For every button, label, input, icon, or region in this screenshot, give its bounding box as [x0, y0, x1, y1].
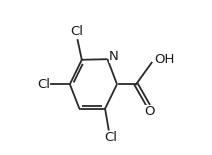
Text: N: N [109, 50, 118, 63]
Text: Cl: Cl [37, 78, 50, 91]
Text: OH: OH [155, 53, 175, 66]
Text: O: O [144, 105, 155, 118]
Text: Cl: Cl [70, 25, 83, 38]
Text: Cl: Cl [105, 131, 117, 144]
